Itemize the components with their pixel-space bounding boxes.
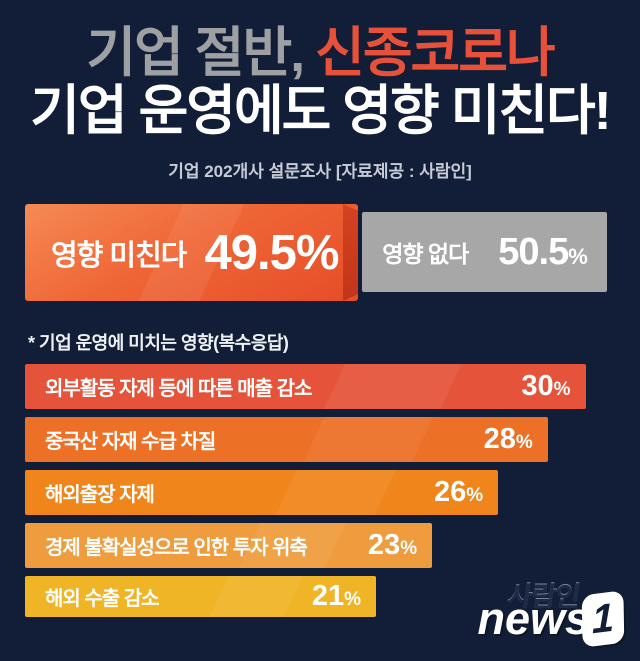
news1-one-badge: 1 [581, 590, 625, 648]
news1-logo-text: news [477, 593, 590, 644]
title-gray-part: 기업 절반, [86, 23, 305, 83]
impact-bar-row: 외부활동 자제 등에 따른 매출 감소 30% [25, 364, 586, 409]
impact-value: 28% [484, 423, 533, 456]
not-affected-label: 영향 없다 [382, 241, 469, 267]
affected-bar: 영향 미친다 49.5% [25, 204, 358, 301]
impact-label: 외부활동 자제 등에 따른 매출 감소 [45, 378, 312, 400]
impact-value: 26% [434, 476, 483, 509]
impact-value: 21% [312, 580, 361, 613]
news1-logo: 사람인 news 1 [477, 582, 625, 651]
ribbon-fold [343, 204, 358, 301]
page-title-line2: 기업 운영에도 영향 미친다! [30, 81, 611, 142]
not-affected-bar: 영향 없다 50.5% [362, 212, 607, 292]
impact-bar-chart: 외부활동 자제 등에 따른 매출 감소 30% 중국산 자재 수급 차질 28%… [25, 364, 615, 625]
impact-number: 30 [521, 370, 554, 402]
title-block: 기업 절반, 신종코로나 기업 운영에도 영향 미친다! 기업 202개사 설문조… [0, 24, 640, 182]
impact-number: 26 [434, 476, 467, 508]
percent-sign: % [568, 243, 588, 269]
percent-sign: % [553, 379, 571, 400]
impact-label: 해외 수출 감소 [45, 588, 160, 610]
impact-label: 중국산 자재 수급 차질 [45, 431, 216, 453]
impact-bar-row: 해외출장 자제 26% [25, 470, 499, 515]
news1-one-number: 1 [591, 595, 615, 642]
impact-number: 23 [367, 529, 401, 561]
impact-number: 28 [483, 423, 516, 455]
impact-value: 30% [521, 370, 570, 403]
impact-number: 21 [311, 580, 345, 612]
survey-subtitle: 기업 202개사 설문조사 [자료제공 : 사람인] [168, 161, 472, 181]
chart-question-note: * 기업 운영에 미치는 영향(복수응답) [28, 333, 289, 353]
percent-sign: % [344, 589, 362, 610]
impact-bar-row: 경제 불확실성으로 인한 투자 위축 23% [25, 523, 433, 568]
percent-sign: % [515, 432, 533, 453]
percent-sign: % [466, 485, 484, 506]
title-red-part: 신종코로나 [315, 23, 555, 83]
page-title-line1: 기업 절반, 신종코로나 [0, 24, 640, 82]
not-affected-value: 50.5% [498, 230, 588, 274]
affected-label: 영향 미친다 [51, 239, 187, 272]
comparison-section: 영향 미친다 49.5% 영향 없다 50.5% [25, 204, 615, 302]
not-affected-number: 50.5 [498, 230, 569, 273]
impact-bar-row: 중국산 자재 수급 차질 28% [25, 417, 548, 462]
impact-value: 23% [368, 529, 417, 562]
impact-label: 경제 불확실성으로 인한 투자 위축 [45, 537, 308, 559]
affected-value: 49.5% [204, 225, 339, 280]
impact-bar-row: 해외 수출 감소 21% [25, 576, 377, 617]
impact-label: 해외출장 자제 [45, 484, 155, 506]
percent-sign: % [400, 538, 418, 559]
